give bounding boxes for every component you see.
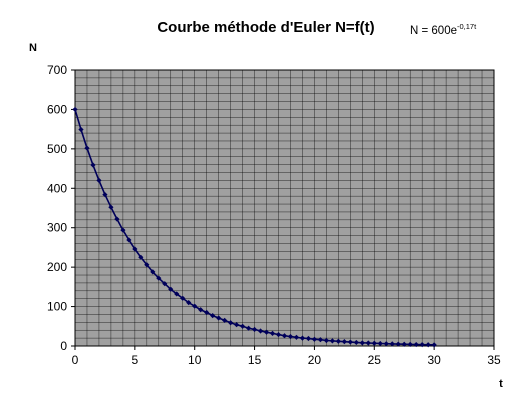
y-tick-label: 400 bbox=[47, 181, 67, 195]
y-tick-label: 0 bbox=[60, 339, 67, 353]
grid bbox=[74, 69, 495, 347]
data-point bbox=[365, 340, 371, 346]
data-point bbox=[72, 106, 78, 113]
data-point bbox=[84, 145, 90, 151]
data-point bbox=[257, 328, 264, 334]
data-point bbox=[377, 340, 383, 347]
data-point bbox=[401, 341, 407, 347]
data-point bbox=[96, 177, 102, 183]
data-point bbox=[132, 246, 138, 252]
chart-title: Courbe méthode d'Euler N=f(t) bbox=[157, 19, 374, 36]
x-tick-label: 25 bbox=[368, 353, 382, 367]
data-point bbox=[347, 339, 353, 345]
data-point bbox=[305, 335, 312, 342]
data-point bbox=[335, 338, 341, 344]
series bbox=[72, 106, 437, 348]
data-point bbox=[311, 336, 318, 342]
y-axis-label: N bbox=[29, 42, 37, 54]
data-point bbox=[180, 295, 186, 301]
data-point bbox=[204, 309, 210, 316]
y-tick-label: 700 bbox=[47, 63, 67, 77]
data-point bbox=[150, 269, 156, 275]
data-point bbox=[281, 333, 288, 339]
data-point bbox=[192, 303, 198, 309]
data-point bbox=[90, 162, 96, 168]
x-tick-label: 35 bbox=[487, 353, 501, 367]
y-tick-label: 300 bbox=[47, 221, 67, 235]
data-point bbox=[323, 337, 329, 344]
data-point bbox=[293, 334, 300, 340]
data-point bbox=[156, 275, 162, 281]
y-tick-label: 200 bbox=[47, 260, 67, 274]
data-point bbox=[299, 335, 306, 341]
data-point bbox=[144, 262, 150, 268]
data-point bbox=[174, 291, 180, 297]
data-point bbox=[317, 337, 324, 343]
data-point bbox=[275, 331, 282, 338]
data-point bbox=[245, 325, 252, 331]
equation-exponent: -0,17t bbox=[457, 22, 477, 31]
data-point bbox=[210, 313, 216, 319]
data-point bbox=[126, 237, 132, 243]
y-tick-label: 100 bbox=[47, 300, 67, 314]
data-point bbox=[114, 216, 120, 222]
y-tick-label: 600 bbox=[47, 102, 67, 116]
x-tick-label: 15 bbox=[248, 353, 262, 367]
equation-base: N = 600e bbox=[410, 25, 457, 37]
data-point bbox=[425, 342, 431, 348]
data-point bbox=[78, 126, 84, 133]
data-point bbox=[198, 307, 204, 313]
plot-area bbox=[75, 70, 494, 346]
data-point bbox=[353, 339, 359, 346]
data-point bbox=[228, 320, 234, 326]
x-tick-label: 0 bbox=[72, 353, 79, 367]
data-point bbox=[329, 338, 335, 344]
data-point bbox=[138, 254, 144, 260]
x-axis-label: t bbox=[499, 378, 503, 390]
x-tick-label: 20 bbox=[308, 353, 322, 367]
data-point bbox=[395, 341, 401, 347]
data-point bbox=[371, 340, 377, 346]
data-point bbox=[287, 333, 294, 340]
data-point bbox=[359, 340, 365, 346]
equation-label: N = 600e-0,17t bbox=[410, 22, 477, 37]
data-point bbox=[269, 330, 276, 336]
data-point bbox=[222, 317, 228, 323]
data-point bbox=[263, 329, 270, 335]
x-tick-label: 5 bbox=[132, 353, 139, 367]
data-point bbox=[108, 204, 114, 210]
data-point bbox=[419, 342, 425, 348]
x-tick-label: 30 bbox=[427, 353, 441, 367]
axes bbox=[74, 69, 495, 347]
data-point bbox=[383, 341, 389, 347]
data-point bbox=[251, 326, 258, 333]
data-point bbox=[431, 342, 437, 348]
data-point bbox=[407, 341, 413, 347]
data-point bbox=[240, 323, 246, 329]
data-point bbox=[120, 227, 126, 233]
data-point bbox=[168, 286, 174, 292]
data-point bbox=[413, 341, 419, 348]
data-point bbox=[102, 191, 108, 198]
data-point bbox=[162, 281, 168, 287]
data-point bbox=[341, 339, 347, 345]
data-point bbox=[389, 341, 395, 347]
x-tick-label: 10 bbox=[188, 353, 202, 367]
data-point bbox=[216, 315, 222, 321]
data-point bbox=[234, 322, 240, 328]
tick-labels: 0 5 10 15 20 25 30 35 0 100 200 300 400 500 600 700 bbox=[47, 63, 501, 367]
y-tick-label: 500 bbox=[47, 142, 67, 156]
data-point bbox=[186, 300, 192, 306]
